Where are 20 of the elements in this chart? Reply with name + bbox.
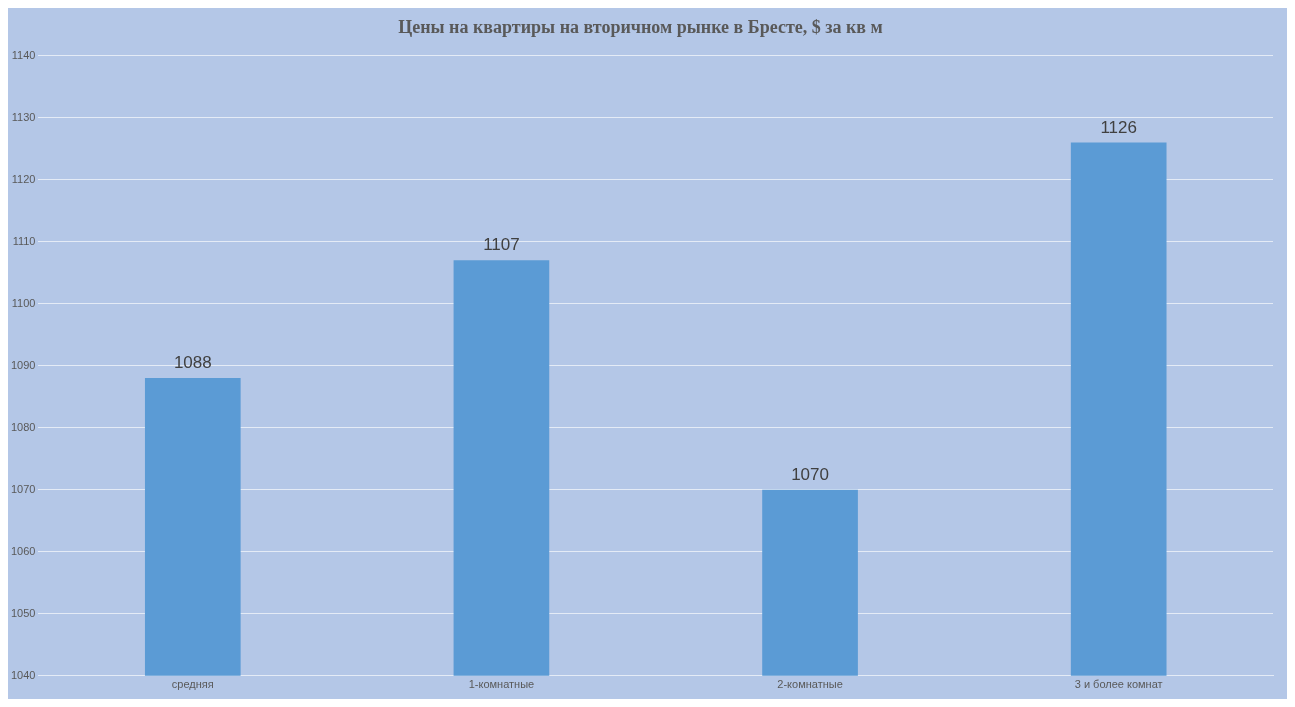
x-tick-label: 2-комнатные <box>777 678 843 691</box>
y-tick-label: 1100 <box>11 296 36 309</box>
data-label: 1070 <box>791 464 829 484</box>
x-tick-label: 3 и более комнат <box>1074 678 1163 691</box>
x-tick-label: средняя <box>171 678 214 691</box>
y-tick-label: 1080 <box>10 420 36 433</box>
x-tick-label: 1-комнатные <box>468 678 535 691</box>
y-tick-label: 1120 <box>11 172 36 185</box>
data-label: 1107 <box>483 235 520 255</box>
y-tick-label: 1130 <box>11 110 36 123</box>
y-tick-label: 1140 <box>11 48 36 61</box>
y-tick-label: 1090 <box>10 358 36 371</box>
chart-title: Цены на квартиры на вторичном рынке в Бресте, $ за кв м <box>398 17 883 38</box>
data-label: 1088 <box>173 353 212 373</box>
y-tick-label: 1070 <box>10 482 36 495</box>
y-tick-label: 1040 <box>10 668 36 681</box>
y-tick-label: 1060 <box>10 544 36 557</box>
y-tick-label: 1050 <box>10 606 36 619</box>
data-label: 1126 <box>1100 117 1137 137</box>
y-tick-label: 1110 <box>12 234 36 247</box>
